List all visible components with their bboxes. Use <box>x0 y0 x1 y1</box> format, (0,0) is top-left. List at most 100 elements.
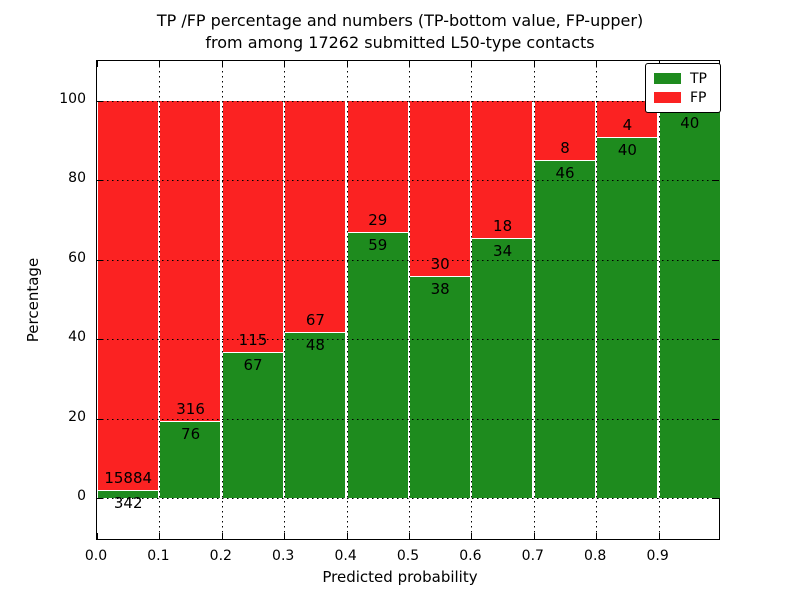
x-tick-label: 0.1 <box>147 548 170 564</box>
x-tick-label: 0.8 <box>584 548 607 564</box>
y-tick-mark <box>97 418 103 420</box>
tp-count-label: 67 <box>243 355 263 374</box>
y-tick-label: 80 <box>68 170 86 187</box>
x-axis-label: Predicted probability <box>322 568 478 586</box>
x-tick-label: 0.4 <box>334 548 357 564</box>
x-gridline <box>284 61 286 539</box>
x-tick-mark <box>409 533 410 539</box>
legend-label-fp: FP <box>690 89 707 106</box>
x-gridline <box>596 61 598 539</box>
fp-count-label: 316 <box>176 399 205 418</box>
x-tick-mark <box>596 61 598 67</box>
plot-area: 15884 342 316 76 115 67 67 48 29 59 30 38 18 34 8 46 4 40… <box>96 60 720 540</box>
fp-bar-segment <box>285 100 346 333</box>
tp-count-label: 40 <box>617 141 637 160</box>
tp-bar-segment <box>347 231 408 498</box>
fp-count-label: 15884 <box>104 468 153 487</box>
legend-entry-fp: FP <box>654 88 712 107</box>
y-tick-mark <box>713 418 719 420</box>
x-tick-mark <box>97 61 98 67</box>
x-tick-mark <box>471 533 473 539</box>
legend-swatch-tp-icon <box>654 73 681 84</box>
x-tick-label: 0.3 <box>272 548 295 564</box>
x-tick-mark <box>159 61 161 67</box>
x-tick-mark <box>409 61 410 67</box>
y-axis-label: Percentage <box>24 257 42 343</box>
x-gridline <box>658 61 660 539</box>
y-tick-label: 0 <box>77 488 86 504</box>
y-tick-mark <box>713 498 719 499</box>
chart-title-line1: TP /FP percentage and numbers (TP-bottom… <box>156 11 644 30</box>
y-tick-mark <box>713 339 719 341</box>
y-tick-mark <box>97 180 103 182</box>
x-tick-mark <box>284 61 286 67</box>
tp-count-label: 76 <box>181 424 201 443</box>
x-tick-mark <box>346 533 348 539</box>
fp-bar-segment <box>410 100 470 276</box>
y-gridline <box>97 100 719 102</box>
x-tick-mark <box>346 61 348 67</box>
fp-bar-segment <box>222 100 283 352</box>
tp-count-label: 40 <box>680 114 700 133</box>
x-tick-mark <box>596 533 598 539</box>
x-gridline <box>471 61 473 539</box>
y-tick-label: 100 <box>59 90 86 107</box>
fp-count-label: 115 <box>238 330 268 349</box>
fp-count-label: 67 <box>305 311 325 330</box>
tp-bar-segment <box>410 276 470 498</box>
fp-count-label: 18 <box>493 217 513 236</box>
x-gridline <box>533 61 535 539</box>
tp-count-label: 38 <box>430 280 450 299</box>
x-gridline <box>346 61 348 539</box>
y-gridline <box>97 498 719 499</box>
tp-count-label: 46 <box>555 163 575 182</box>
legend-entry-tp: TP <box>654 69 712 88</box>
fp-count-label: 8 <box>560 138 570 157</box>
tp-count-label: 34 <box>493 242 513 261</box>
legend-label-tp: TP <box>690 70 707 87</box>
x-tick-mark <box>221 533 223 539</box>
x-tick-label: 0.5 <box>396 548 420 564</box>
x-gridline <box>221 61 223 539</box>
x-gridline <box>409 61 410 539</box>
tp-bar-segment <box>160 420 221 498</box>
fp-count-label: 4 <box>622 116 633 135</box>
tp-count-label: 48 <box>305 336 325 355</box>
legend-box: TP FP <box>645 63 721 113</box>
y-gridline <box>97 339 719 341</box>
y-tick-mark <box>97 100 103 102</box>
y-tick-mark <box>97 339 103 341</box>
tp-bar-segment <box>472 238 533 498</box>
y-tick-mark <box>713 180 719 182</box>
fp-bar-segment <box>98 100 158 490</box>
fp-count-label: 29 <box>368 210 388 229</box>
x-tick-label: 0.2 <box>209 548 232 564</box>
tp-bar-segment <box>98 489 158 498</box>
x-tick-label: 0.6 <box>459 548 482 564</box>
x-tick-mark <box>533 61 535 67</box>
y-gridline <box>97 180 719 182</box>
chart-title-line2: from among 17262 submitted L50-type cont… <box>205 33 595 52</box>
tp-bar-segment <box>534 159 595 498</box>
x-tick-mark <box>97 533 98 539</box>
x-tick-label: 0.0 <box>84 548 108 564</box>
tp-bar-segment <box>659 110 720 498</box>
fp-count-label: 30 <box>430 255 450 274</box>
x-gridline <box>159 61 161 539</box>
y-tick-mark <box>713 259 719 261</box>
x-tick-label: 0.7 <box>521 548 544 564</box>
y-tick-label: 40 <box>68 329 86 346</box>
fp-bar-segment <box>347 100 408 232</box>
x-tick-mark <box>533 533 535 539</box>
y-tick-mark <box>97 498 103 499</box>
x-tick-mark <box>284 533 286 539</box>
x-tick-mark <box>221 61 223 67</box>
x-tick-mark <box>658 533 660 539</box>
y-tick-mark <box>97 259 103 261</box>
y-gridline <box>97 259 719 261</box>
tp-bar-segment <box>285 332 346 498</box>
fp-bar-segment <box>534 100 595 160</box>
fp-bar-segment <box>160 100 221 421</box>
y-tick-label: 60 <box>68 249 86 266</box>
